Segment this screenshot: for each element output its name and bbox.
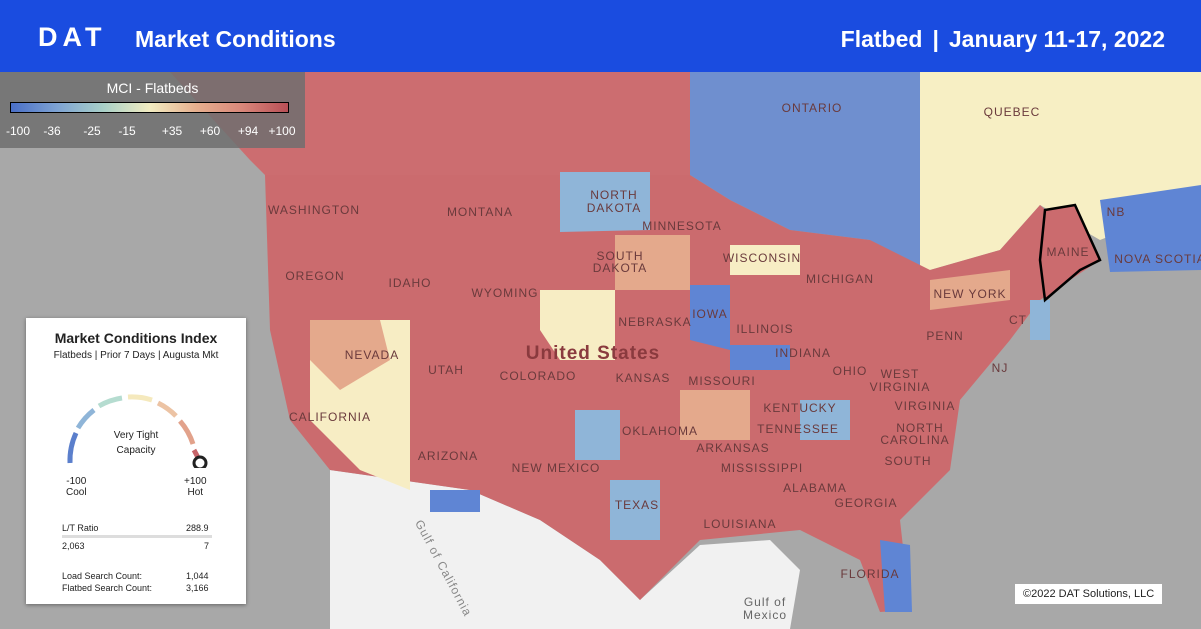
map-label: KENTUCKY xyxy=(763,401,836,415)
map-label: SOUTH xyxy=(885,454,932,468)
map-label: ILLINOIS xyxy=(736,322,793,336)
map-label: WASHINGTON xyxy=(268,203,360,217)
legend: MCI - Flatbeds -100 -36 -25 -15 +35 +60 +94 +10… xyxy=(0,72,305,148)
max: +100 xyxy=(184,476,207,487)
gauge xyxy=(67,394,208,468)
flatbed-search-value: 3,166 xyxy=(186,583,209,593)
map-label: PENN xyxy=(926,329,963,343)
map-label: OKLAHOMA xyxy=(622,424,698,438)
map-label: MONTANA xyxy=(447,205,513,219)
map-label: NEW MEXICO xyxy=(512,461,601,475)
flatbed-search-label: Flatbed Search Count: xyxy=(62,583,153,593)
map-label: NORTH xyxy=(896,421,943,435)
trucks: 7 xyxy=(204,541,210,551)
map-label: INDIANA xyxy=(775,346,831,360)
map-label: TEXAS xyxy=(615,498,659,512)
map-label: VIRGINIA xyxy=(870,380,931,394)
gauge-max: +100 Hot xyxy=(184,476,207,498)
map-label: Mexico xyxy=(743,608,787,622)
load-search-label: Load Search Count: xyxy=(62,571,143,581)
map-label: MISSOURI xyxy=(688,374,755,388)
legend-tick: +94 xyxy=(237,124,259,138)
legend-title: MCI - Flatbeds xyxy=(106,80,199,96)
map-label: NEW YORK xyxy=(933,287,1006,301)
map-label: OREGON xyxy=(285,269,344,283)
map-label: WISCONSIN xyxy=(723,251,801,265)
card-subtitle: Flatbeds | Prior 7 Days | Augusta Mkt xyxy=(53,350,219,361)
date-range: January 11-17, 2022 xyxy=(948,26,1165,52)
map-label: CAROLINA xyxy=(880,433,949,447)
map-label: IDAHO xyxy=(388,276,431,290)
map-label: NB xyxy=(1107,205,1126,219)
gauge-line: Capacity xyxy=(116,445,156,456)
min-label: Cool xyxy=(66,487,87,498)
map-label: NORTH xyxy=(590,188,637,202)
separator: | xyxy=(932,26,939,52)
map-label: TENNESSEE xyxy=(757,422,839,436)
map-label: NEVADA xyxy=(345,348,399,362)
header-right: Flatbed | January 11-17, 2022 xyxy=(841,26,1165,53)
map-label: MICHIGAN xyxy=(806,272,874,286)
info-card: Market Conditions Index Flatbeds | Prior… xyxy=(26,318,246,604)
map-label: KANSAS xyxy=(616,371,671,385)
map-label: NEBRASKA xyxy=(618,315,691,329)
map-label: VIRGINIA xyxy=(895,399,956,413)
logo: DAT xyxy=(38,22,107,52)
map-label: IOWA xyxy=(692,307,728,321)
gauge-line: Very Tight xyxy=(113,430,159,441)
load-search-value: 1,044 xyxy=(186,571,209,581)
legend-tick: -25 xyxy=(83,124,101,138)
map-label: ALABAMA xyxy=(783,481,847,495)
map-label: LOUISIANA xyxy=(703,517,776,531)
map-label: COLORADO xyxy=(500,369,577,383)
legend-bar xyxy=(10,102,289,113)
lt-label: L/T Ratio xyxy=(62,523,99,533)
map-label: SOUTH xyxy=(597,249,644,263)
map-label: DAKOTA xyxy=(587,201,641,215)
map-label: FLORIDA xyxy=(840,567,899,581)
header-title: Market Conditions xyxy=(135,26,336,52)
map-label: MISSISSIPPI xyxy=(721,461,803,475)
map-label: CT xyxy=(1009,313,1027,327)
map-label: MINNESOTA xyxy=(642,219,721,233)
map-label: ARKANSAS xyxy=(696,441,769,455)
map-label: Gulf of xyxy=(744,595,786,609)
map-label: CALIFORNIA xyxy=(289,410,371,424)
map-label: DAKOTA xyxy=(593,261,647,275)
lt-bar xyxy=(62,535,212,538)
map-label: NJ xyxy=(992,361,1009,375)
map-label: GEORGIA xyxy=(834,496,897,510)
legend-tick: +35 xyxy=(161,124,183,138)
equipment: Flatbed xyxy=(840,26,923,52)
header: DAT Market Conditions Flatbed | January … xyxy=(0,0,1201,72)
copyright: ©2022 DAT Solutions, LLC xyxy=(1015,584,1163,604)
min: -100 xyxy=(66,476,87,487)
legend-tick: -100 xyxy=(5,124,31,138)
legend-tick: -36 xyxy=(43,124,61,138)
map-label: ARIZONA xyxy=(418,449,478,463)
legend-tick: +60 xyxy=(199,124,221,138)
map-label: NOVA SCOTIA xyxy=(1114,252,1201,266)
legend-tick: -15 xyxy=(118,124,136,138)
map-label: ONTARIO xyxy=(782,101,843,115)
card-title: Market Conditions Index xyxy=(54,330,218,346)
legend-tick: +100 xyxy=(268,124,296,138)
loads: 2,063 xyxy=(62,541,85,551)
map-label: OHIO xyxy=(833,364,868,378)
map-label: WEST xyxy=(881,367,920,381)
map-label: UTAH xyxy=(428,363,464,377)
gauge-min: -100 Cool xyxy=(66,476,87,498)
max-label: Hot xyxy=(187,487,204,498)
map-label: QUEBEC xyxy=(984,105,1041,119)
gauge-label: Very Tight Capacity xyxy=(86,428,186,458)
map-label: United States xyxy=(526,343,660,364)
map-label: WYOMING xyxy=(472,286,539,300)
map-label: MAINE xyxy=(1046,245,1089,259)
lt-value: 288.9 xyxy=(186,523,209,533)
